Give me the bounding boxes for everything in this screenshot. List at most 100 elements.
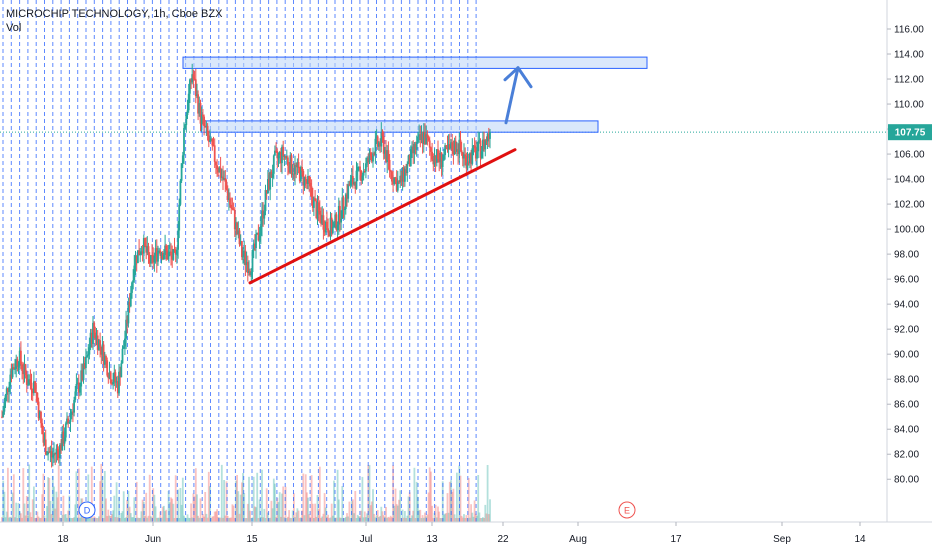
volume-bar: [160, 517, 163, 522]
volume-bar: [82, 515, 85, 522]
candle-body: [161, 252, 164, 260]
x-tick-label: Aug: [569, 534, 587, 545]
volume-bar: [94, 517, 97, 522]
x-tick-label: 18: [57, 534, 69, 545]
volume-bar: [218, 517, 221, 522]
volume-bar: [24, 515, 27, 522]
volume-bar: [405, 518, 407, 522]
volume-bar: [281, 493, 283, 522]
candle-body: [378, 142, 380, 147]
volume-bar: [347, 516, 350, 522]
volume-bar: [183, 515, 185, 522]
volume-bar: [21, 517, 23, 522]
volume-bar: [373, 513, 376, 522]
volume-bar: [77, 468, 80, 522]
volume-bar: [446, 493, 449, 522]
candle-body: [5, 388, 8, 395]
candle-body: [361, 175, 364, 181]
candle-body: [116, 381, 119, 394]
candle-body: [432, 159, 435, 165]
candle-body: [122, 346, 125, 349]
volume-bar: [180, 504, 183, 522]
volume-bar: [249, 510, 251, 522]
candle-body: [362, 171, 365, 176]
volume-bar: [219, 517, 222, 522]
volume-bar: [211, 516, 214, 522]
volume-bar: [172, 503, 175, 522]
arrow-head: [503, 66, 533, 89]
volume-bar: [191, 517, 194, 522]
candle-body: [70, 411, 73, 415]
candle-body: [461, 152, 464, 159]
candle-body: [231, 208, 234, 210]
volume-bar: [73, 517, 75, 522]
candle-body: [269, 171, 272, 190]
candle-body: [199, 103, 202, 124]
candle-body: [88, 347, 91, 355]
volume-bar: [316, 495, 319, 522]
volume-bar: [31, 499, 34, 522]
candle-body: [95, 335, 98, 340]
volume-bar: [428, 467, 431, 522]
candle-body: [302, 171, 305, 186]
candle-body: [23, 364, 26, 375]
volume-bar: [361, 476, 364, 522]
x-tick-label: Jun: [145, 534, 161, 545]
candle-body: [16, 359, 19, 367]
candle-body: [129, 293, 132, 307]
volume-bar: [297, 510, 300, 522]
x-tick-label: 14: [854, 534, 866, 545]
candle-body: [232, 209, 235, 211]
volume-bar: [113, 495, 116, 522]
candle-body: [235, 222, 237, 230]
volume-bar: [461, 517, 464, 522]
candle-body: [31, 390, 34, 394]
candle-body: [68, 421, 71, 424]
volume-bar: [87, 474, 90, 522]
volume-bar: [57, 464, 60, 522]
candle-body: [53, 453, 55, 456]
volume-label: Vol: [6, 22, 22, 34]
volume-bar: [396, 505, 399, 522]
candle-body: [308, 176, 311, 184]
candle-body: [341, 197, 344, 219]
candle-body: [465, 156, 468, 169]
candle-body: [307, 176, 309, 184]
volume-bar: [15, 502, 18, 522]
candle-body: [277, 155, 280, 159]
volume-bar: [317, 509, 320, 522]
candle-body: [34, 381, 36, 392]
volume-bar: [49, 500, 52, 522]
volume-bar: [241, 482, 243, 522]
candle-body: [38, 411, 41, 419]
volume-bar: [453, 514, 456, 522]
candle-body: [370, 156, 373, 162]
volume-bar: [103, 471, 106, 522]
y-tick-label: 92.00: [894, 325, 919, 336]
volume-bar: [354, 491, 357, 522]
volume-bar: [479, 518, 482, 522]
volume-bar: [409, 518, 412, 522]
candle-body: [296, 162, 299, 168]
volume-bar: [480, 518, 483, 522]
volume-bar: [399, 490, 402, 522]
volume-bar: [460, 515, 463, 522]
candle-body: [12, 367, 15, 369]
candle-body: [100, 346, 103, 355]
volume-bar: [285, 518, 288, 522]
resistance-zones: [182, 56, 648, 133]
volume-bar: [486, 465, 489, 522]
candle-body: [157, 250, 159, 262]
candle-body: [153, 255, 156, 263]
candle-body: [385, 149, 387, 162]
candle-body: [285, 157, 288, 159]
candle-body: [261, 210, 263, 226]
volume-bar: [55, 491, 58, 522]
candle-body: [159, 250, 162, 256]
volume-bar: [75, 471, 78, 522]
volume-bar: [376, 510, 379, 522]
candle-body: [322, 215, 325, 230]
candle-body: [242, 256, 244, 258]
candle-body: [106, 360, 109, 376]
